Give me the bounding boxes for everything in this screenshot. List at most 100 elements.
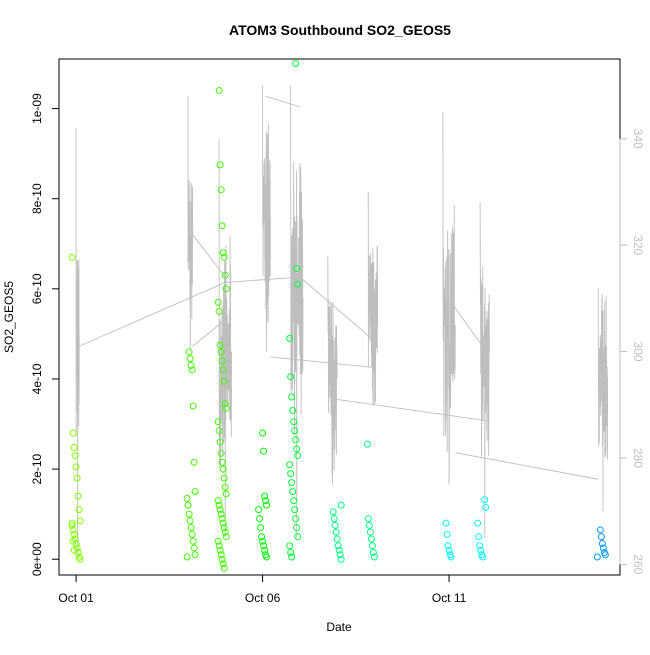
scatter-point (291, 506, 299, 514)
scatter-point (76, 517, 84, 525)
scatter-point (335, 546, 343, 554)
overlay-series-segment (597, 287, 609, 512)
scatter-point (370, 553, 378, 561)
scatter-point (596, 526, 604, 534)
scatter-point (219, 519, 227, 527)
y-axis-label: SO2_GEOS5 (2, 281, 16, 353)
scatter-point (189, 402, 197, 410)
scatter-point (220, 253, 228, 261)
scatter-point (68, 519, 76, 527)
overlay-series-segment (218, 138, 232, 538)
scatter-point (288, 479, 296, 487)
scatter-point (364, 515, 372, 523)
scatter-point (477, 546, 485, 554)
scatter-point (293, 524, 301, 532)
scatter-point (73, 474, 81, 482)
scatter-point (221, 483, 229, 491)
scatter-point (263, 501, 271, 509)
scatter-point (262, 497, 270, 505)
scatter-point (218, 515, 226, 523)
y-tick-label: 1e-09 (30, 93, 44, 124)
scatter-point (261, 492, 269, 500)
scatter-point (215, 501, 223, 509)
scatter-point (214, 298, 222, 306)
scatter-point (286, 334, 294, 342)
scatter-point (70, 530, 78, 538)
scatter-point (260, 542, 268, 550)
overlay-connector (455, 452, 599, 480)
scatter-point (183, 553, 191, 561)
x-axis-label: Date (326, 620, 352, 634)
scatter-point (215, 542, 223, 550)
scatter-point (190, 458, 198, 466)
y2-tick-label: 320 (631, 235, 645, 255)
scatter-point (290, 497, 298, 505)
scatter-point (447, 553, 455, 561)
scatter-point (219, 465, 227, 473)
y-tick-label: 6e-10 (30, 273, 44, 304)
scatter-point (445, 546, 453, 554)
scatter-point (476, 542, 484, 550)
scatter-point (187, 524, 195, 532)
scatter-point (286, 461, 294, 469)
scatter-point (188, 530, 196, 538)
axes-layer: Oct 01 Oct 06 Oct 11 0e+00 2e-10 4e-10 6e-10 8e… (30, 93, 645, 605)
scatter-point (218, 222, 226, 230)
scatter-point (290, 418, 298, 426)
chart-title: ATOM3 Southbound SO2_GEOS5 (229, 22, 451, 38)
scatter-point (216, 341, 224, 349)
scatter-point (292, 515, 300, 523)
scatter-point (294, 452, 302, 460)
scatter-point (215, 427, 223, 435)
overlay-connector (451, 303, 487, 352)
scatter-point (70, 443, 78, 451)
scatter-point (367, 535, 375, 543)
scatter-point (69, 537, 77, 545)
scatter-point (222, 404, 230, 412)
scatter-point (183, 494, 191, 502)
scatter-point (217, 449, 225, 457)
scatter-point (601, 551, 609, 559)
scatter-point (257, 524, 265, 532)
scatter-point (71, 452, 79, 460)
overlay-series-segment (479, 202, 490, 538)
scatter-point (216, 546, 224, 554)
scatter-point (368, 542, 376, 550)
y-tick-label: 2e-10 (30, 453, 44, 484)
scatter-point (598, 539, 606, 547)
scatter-point (222, 533, 230, 541)
scatter-point (217, 551, 225, 559)
scatter-point (330, 515, 338, 523)
scatter-point (331, 521, 339, 529)
scatter-point (191, 551, 199, 559)
overlay-series-segment (442, 112, 456, 485)
scatter-point (191, 488, 199, 496)
scatter-point (481, 496, 489, 504)
overlay-series-segment (290, 85, 304, 538)
scatter-point (218, 555, 226, 563)
x-tick-label: Oct 01 (58, 591, 94, 605)
scatter-point (333, 535, 341, 543)
scatter-point (475, 533, 483, 541)
scatter-point (261, 546, 269, 554)
scatter-point (258, 533, 266, 541)
scatter-point (222, 490, 230, 498)
scatter-point (217, 186, 225, 194)
overlay-connector (225, 276, 300, 283)
scatter-point (293, 445, 301, 453)
scatter-point (289, 407, 297, 415)
overlay-series-segment (75, 128, 80, 554)
scatter-point (69, 429, 77, 437)
scatter-point (185, 348, 193, 356)
scatter-point (216, 161, 224, 169)
scatter-point (186, 517, 194, 525)
scatter-point (187, 361, 195, 369)
scatter-point (219, 560, 227, 568)
scatter-point (369, 548, 377, 556)
scatter-point (75, 506, 83, 514)
scatter-point (186, 355, 194, 363)
scatter-point (69, 526, 77, 534)
scatter-point (259, 429, 267, 437)
scatter-point (255, 506, 263, 514)
